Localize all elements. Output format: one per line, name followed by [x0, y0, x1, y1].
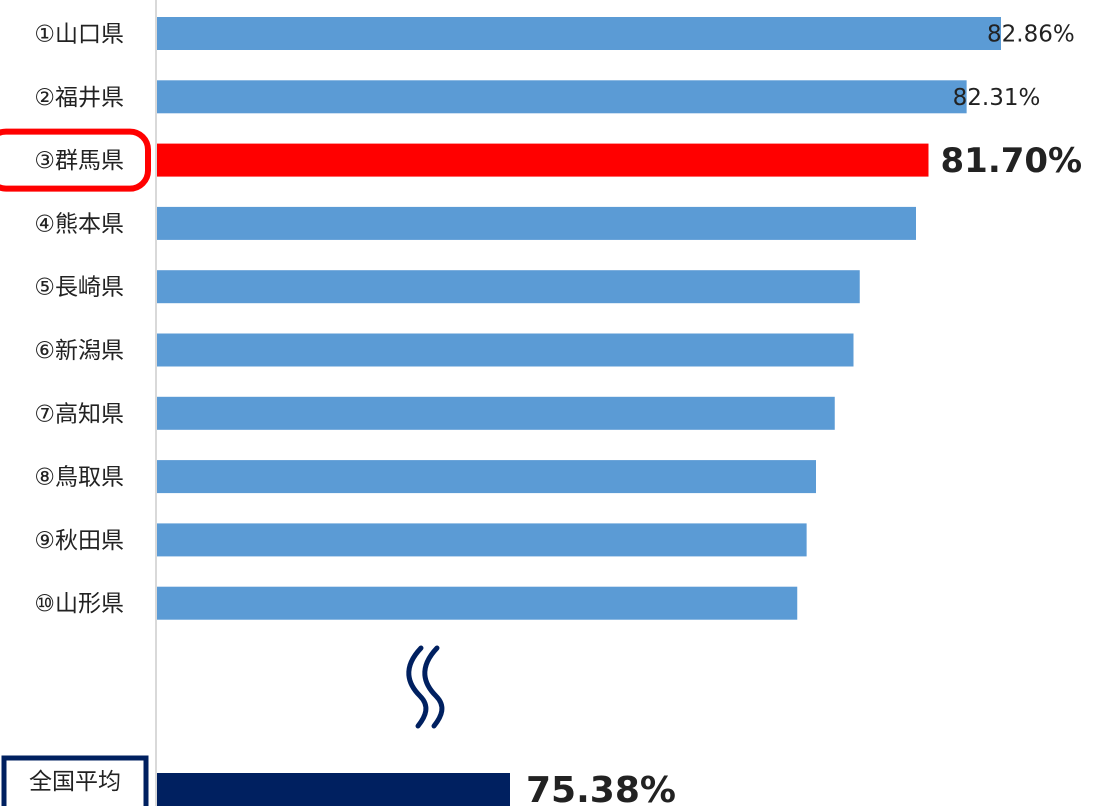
bar — [157, 80, 967, 114]
category-label: ⑦高知県 — [34, 401, 124, 427]
category-label: ⑥新潟県 — [34, 338, 124, 364]
national-average-layer: 全国平均 75.38% — [1, 755, 676, 806]
labels-layer: ①山口県 82.86% ②福井県 82.31% ③群馬県 81.70% ④熊本県 ⑤長崎県 ⑥新… — [0, 22, 1083, 617]
bars-layer — [157, 17, 1001, 620]
national-average-value-label: 75.38% — [526, 770, 676, 806]
bar — [157, 396, 835, 430]
axis-break-symbol — [406, 645, 445, 729]
category-label: ①山口県 — [34, 22, 124, 48]
category-label: ⑤長崎県 — [34, 275, 124, 301]
highlight-outline — [0, 128, 151, 192]
national-average-label-box — [1, 755, 149, 806]
category-label: ④熊本県 — [34, 211, 124, 237]
category-label: ③群馬県 — [34, 148, 124, 174]
value-label: 82.86% — [987, 22, 1075, 48]
bar — [157, 333, 854, 367]
bar — [157, 586, 798, 620]
bar — [157, 270, 860, 304]
bar — [157, 17, 1001, 50]
bar — [157, 460, 816, 494]
category-label: ⑩山形県 — [34, 591, 124, 617]
national-average-label: 全国平均 — [29, 769, 121, 795]
bar — [157, 523, 807, 557]
value-label: 82.31% — [953, 85, 1041, 111]
category-label: ⑨秋田県 — [34, 528, 124, 554]
bar — [157, 206, 916, 240]
bar-highlighted — [157, 143, 929, 177]
category-label: ⑧鳥取県 — [34, 465, 124, 491]
value-label-highlighted: 81.70% — [941, 141, 1083, 181]
national-average-bar — [157, 773, 510, 806]
category-label: ②福井県 — [34, 85, 124, 111]
